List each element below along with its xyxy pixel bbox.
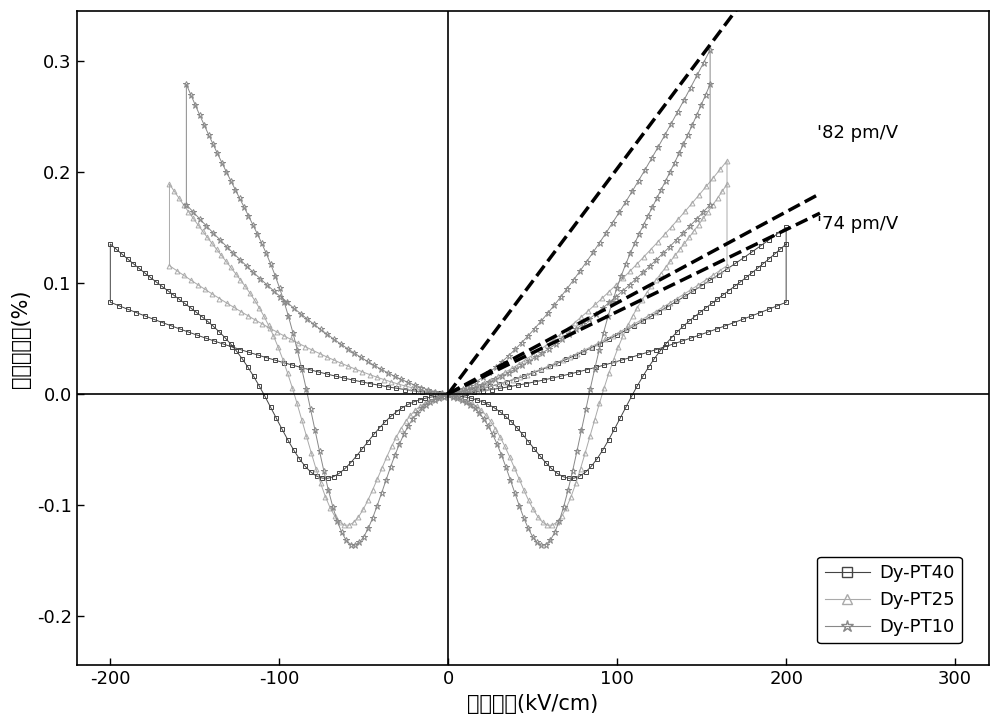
X-axis label: 电场强度(kV/cm): 电场强度(kV/cm) [467,694,598,714]
Dy-PT40 [780,240,792,249]
Dy-PT25 [451,388,463,397]
Dy-PT25 [721,180,733,189]
Dy-PT10 [516,339,528,347]
Dy-PT10 [555,293,567,302]
Dy-PT10 [698,58,710,67]
Text: '203 pm/V: '203 pm/V [0,724,1,725]
Dy-PT25 [562,324,574,333]
Text: '74 pm/V: '74 pm/V [817,215,898,233]
Dy-PT10 [451,387,463,396]
Dy-PT25 [721,157,733,165]
Dy-PT10 [349,541,361,550]
Dy-PT10 [704,80,716,88]
Dy-PT25 [520,355,532,364]
Dy-PT10 [433,394,445,402]
Dy-PT40 [780,223,792,232]
Y-axis label: 应变百分比(%): 应变百分比(%) [11,289,31,388]
Line: Dy-PT25: Dy-PT25 [167,158,729,528]
Dy-PT40 [694,308,706,317]
Dy-PT40 [451,389,463,397]
Dy-PT25 [338,521,350,529]
Dy-PT25 [714,165,726,174]
Text: '82 pm/V: '82 pm/V [817,124,898,142]
Dy-PT10 [315,325,327,334]
Dy-PT10 [704,46,716,54]
Dy-PT25 [306,346,318,355]
Dy-PT40 [278,358,290,367]
Dy-PT25 [650,276,662,284]
Legend: Dy-PT40, Dy-PT25, Dy-PT10: Dy-PT40, Dy-PT25, Dy-PT10 [817,557,962,643]
Line: Dy-PT10: Dy-PT10 [183,47,713,548]
Dy-PT40 [322,474,334,483]
Dy-PT25 [433,393,445,402]
Dy-PT40 [431,392,443,400]
Dy-PT10 [638,220,650,229]
Line: Dy-PT40: Dy-PT40 [108,225,789,481]
Dy-PT40 [772,229,784,238]
Dy-PT40 [586,344,598,352]
Dy-PT40 [535,365,547,374]
